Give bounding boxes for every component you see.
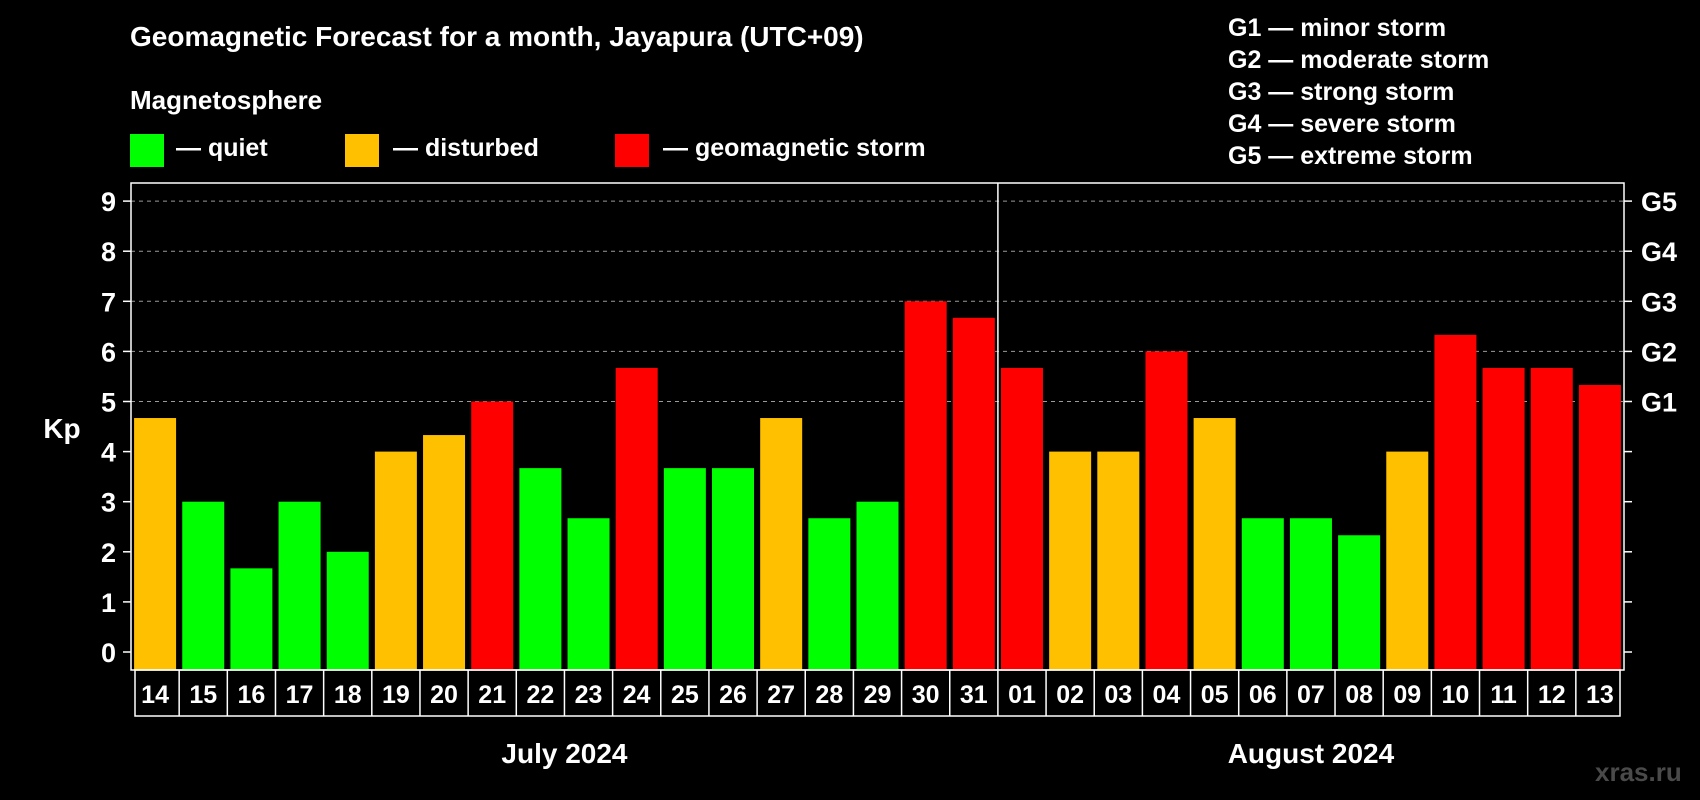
storm-scale-g5: G5 — extreme storm bbox=[1228, 142, 1473, 170]
date-label-02: 02 bbox=[1056, 681, 1084, 709]
bar-22 bbox=[519, 468, 562, 670]
date-label-17: 17 bbox=[286, 681, 314, 709]
bar-10 bbox=[1434, 334, 1477, 670]
bar-12 bbox=[1530, 367, 1573, 670]
g-label: G2 bbox=[1641, 337, 1677, 367]
date-label-13: 13 bbox=[1586, 681, 1614, 709]
date-label-25: 25 bbox=[671, 681, 699, 709]
date-label-03: 03 bbox=[1104, 681, 1132, 709]
date-label-29: 29 bbox=[864, 681, 892, 709]
bar-30 bbox=[904, 301, 947, 670]
bar-20 bbox=[423, 435, 466, 670]
legend-label-disturbed: — disturbed bbox=[393, 134, 539, 162]
date-label-12: 12 bbox=[1538, 681, 1566, 709]
storm-scale-g1: G1 — minor storm bbox=[1228, 14, 1447, 42]
bar-16 bbox=[230, 568, 273, 670]
date-label-04: 04 bbox=[1153, 681, 1181, 709]
y-tick-label: 7 bbox=[101, 287, 116, 317]
y-tick-label: 1 bbox=[101, 588, 116, 618]
date-label-20: 20 bbox=[430, 681, 458, 709]
g-label: G1 bbox=[1641, 388, 1677, 418]
legend-swatch-disturbed bbox=[345, 134, 379, 167]
bar-31 bbox=[952, 317, 995, 670]
date-label-07: 07 bbox=[1297, 681, 1325, 709]
storm-scale-g2: G2 — moderate storm bbox=[1228, 46, 1490, 74]
date-label-10: 10 bbox=[1442, 681, 1470, 709]
watermark: xras.ru bbox=[1595, 757, 1682, 787]
date-label-23: 23 bbox=[575, 681, 603, 709]
bar-07 bbox=[1289, 518, 1332, 670]
bar-03 bbox=[1097, 451, 1140, 670]
chart-title: Geomagnetic Forecast for a month, Jayapu… bbox=[130, 21, 864, 52]
y-tick-label: 3 bbox=[101, 488, 116, 518]
date-label-05: 05 bbox=[1201, 681, 1229, 709]
date-label-26: 26 bbox=[719, 681, 747, 709]
bar-29 bbox=[856, 501, 899, 670]
bar-11 bbox=[1482, 367, 1525, 670]
y-tick-label: 2 bbox=[101, 538, 116, 568]
legend-swatch-storm bbox=[615, 134, 649, 167]
date-label-31: 31 bbox=[960, 681, 988, 709]
date-row-frame bbox=[134, 669, 1621, 717]
magnetosphere-heading: Magnetosphere bbox=[130, 85, 323, 115]
date-label-15: 15 bbox=[189, 681, 217, 709]
bar-23 bbox=[567, 518, 610, 670]
date-label-28: 28 bbox=[815, 681, 843, 709]
date-label-09: 09 bbox=[1393, 681, 1421, 709]
bar-13 bbox=[1578, 384, 1621, 670]
storm-scale-g4: G4 — severe storm bbox=[1228, 110, 1456, 138]
y-tick-label: 5 bbox=[101, 388, 116, 418]
bar-01 bbox=[1000, 367, 1043, 670]
date-label-30: 30 bbox=[912, 681, 940, 709]
bar-06 bbox=[1241, 518, 1284, 670]
bar-17 bbox=[278, 501, 321, 670]
date-label-08: 08 bbox=[1345, 681, 1373, 709]
date-label-24: 24 bbox=[623, 681, 651, 709]
bar-19 bbox=[374, 451, 417, 670]
bar-18 bbox=[326, 551, 369, 670]
date-label-18: 18 bbox=[334, 681, 362, 709]
bar-09 bbox=[1386, 451, 1429, 670]
date-label-22: 22 bbox=[526, 681, 554, 709]
legend-swatch-quiet bbox=[130, 134, 164, 167]
date-label-21: 21 bbox=[478, 681, 506, 709]
g-label: G5 bbox=[1641, 187, 1677, 217]
storm-scale-g3: G3 — strong storm bbox=[1228, 78, 1455, 106]
y-tick-label: 6 bbox=[101, 337, 116, 367]
bar-25 bbox=[663, 468, 706, 670]
y-tick-label: 0 bbox=[101, 638, 116, 668]
y-tick-label: 4 bbox=[101, 438, 116, 468]
date-label-19: 19 bbox=[382, 681, 410, 709]
g-label: G3 bbox=[1641, 287, 1677, 317]
bar-15 bbox=[182, 501, 225, 670]
bar-02 bbox=[1049, 451, 1092, 670]
bar-08 bbox=[1338, 535, 1381, 670]
legend-label-storm: — geomagnetic storm bbox=[663, 134, 926, 162]
date-label-14: 14 bbox=[141, 681, 169, 709]
bar-14 bbox=[134, 418, 177, 670]
date-label-16: 16 bbox=[237, 681, 265, 709]
month-label: July 2024 bbox=[501, 738, 628, 769]
month-label: August 2024 bbox=[1228, 738, 1395, 769]
bar-26 bbox=[712, 468, 755, 670]
y-axis-label: Kp bbox=[43, 413, 80, 444]
date-label-06: 06 bbox=[1249, 681, 1277, 709]
date-label-27: 27 bbox=[767, 681, 795, 709]
bar-27 bbox=[760, 418, 803, 670]
g-label: G4 bbox=[1641, 237, 1677, 267]
y-tick-label: 8 bbox=[101, 237, 116, 267]
bar-28 bbox=[808, 518, 851, 670]
legend-label-quiet: — quiet bbox=[176, 134, 268, 162]
bar-21 bbox=[471, 401, 514, 670]
bar-24 bbox=[615, 367, 658, 670]
date-label-01: 01 bbox=[1008, 681, 1036, 709]
bar-04 bbox=[1145, 351, 1188, 670]
y-tick-label: 9 bbox=[101, 187, 116, 217]
bar-05 bbox=[1193, 418, 1236, 670]
date-label-11: 11 bbox=[1490, 681, 1517, 709]
